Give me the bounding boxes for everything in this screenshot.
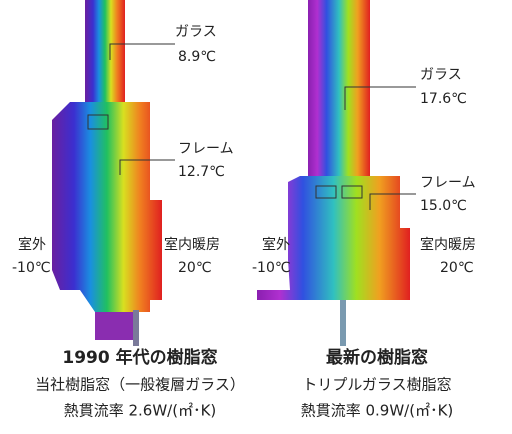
frame-label: フレーム: [178, 141, 234, 157]
indoor-temp: 20℃: [440, 260, 474, 276]
frame-label: フレーム: [420, 175, 476, 191]
window-section-left: [52, 0, 162, 346]
frame-temp: 15.0℃: [420, 198, 467, 214]
frame-temp: 12.7℃: [178, 164, 225, 180]
leader-line: [344, 86, 416, 110]
leader-line: [119, 159, 175, 175]
outdoor-temp: -10℃: [12, 260, 51, 276]
indoor-label: 室内暖房: [164, 236, 220, 253]
indoor-label: 室内暖房: [420, 236, 476, 253]
u-value: 熱貫流率 2.6W/(㎡･K): [64, 402, 217, 420]
outdoor-temp: -10℃: [252, 260, 291, 276]
leader-line: [369, 193, 416, 210]
outdoor-label: 室外: [262, 236, 290, 253]
window-section-right: [257, 0, 410, 346]
panel-subtitle: トリプルガラス樹脂窓: [302, 376, 451, 394]
glass-temp: 8.9℃: [178, 49, 216, 65]
indoor-temp: 20℃: [178, 260, 212, 276]
u-value: 熱貫流率 0.9W/(㎡･K): [301, 402, 454, 420]
glass-temp: 17.6℃: [420, 91, 467, 107]
glass-label: ガラス: [175, 24, 217, 40]
outdoor-label: 室外: [18, 236, 46, 253]
glass-label: ガラス: [420, 67, 462, 83]
panel-title: 最新の樹脂窓: [326, 347, 428, 368]
panel-title: 1990 年代の樹脂窓: [62, 347, 217, 368]
leader-line: [109, 43, 175, 60]
panel-subtitle: 当社樹脂窓（一般複層ガラス）: [35, 376, 245, 394]
